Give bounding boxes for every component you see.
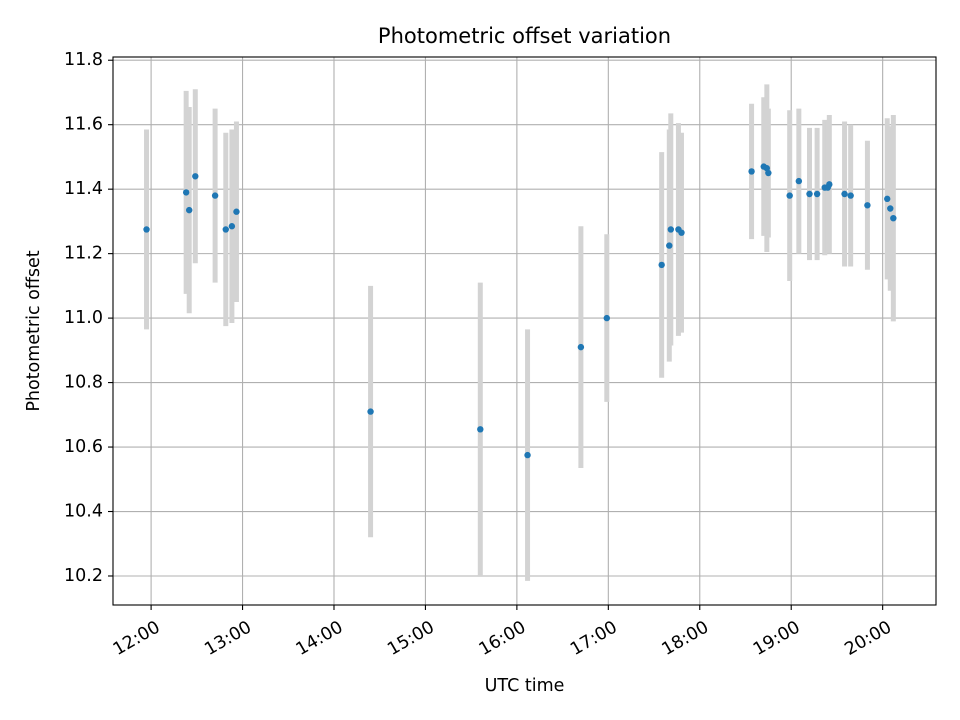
y-tick-label: 11.6: [64, 115, 103, 135]
data-point: [826, 181, 833, 188]
y-tick-label: 11.2: [64, 244, 103, 264]
data-point: [678, 229, 685, 236]
data-point: [367, 408, 374, 415]
y-axis-label: Photometric offset: [24, 250, 44, 411]
data-point: [748, 168, 755, 175]
data-point: [577, 343, 585, 351]
y-tick-label: 11.0: [64, 308, 103, 328]
y-tick-label: 11.8: [64, 50, 103, 70]
data-point: [211, 192, 219, 199]
data-point: [667, 226, 675, 233]
y-axis-ticks: 10.2 10.4 10.6 10.8 11.0 11.2 11.4 11.6 11.8: [64, 50, 113, 586]
y-tick-label: 11.4: [64, 179, 103, 199]
data-point: [813, 190, 821, 198]
data-point: [222, 226, 229, 233]
plot-frame: [112, 56, 937, 606]
data-point: [603, 314, 610, 322]
data-point: [658, 261, 665, 269]
data-point: [524, 451, 531, 459]
y-tick-label: 10.4: [64, 502, 103, 522]
data-point: [841, 190, 848, 198]
data-point: [864, 202, 871, 209]
data-point: [806, 190, 813, 198]
y-tick-label: 10.6: [64, 437, 103, 457]
data-point: [233, 208, 240, 215]
y-tick-label: 10.8: [64, 373, 103, 393]
chart-title: Photometric offset variation: [378, 24, 671, 48]
data-point: [143, 226, 150, 233]
data-point: [186, 206, 193, 214]
data-point: [887, 205, 894, 212]
x-axis-label: UTC time: [485, 676, 565, 696]
data-point: [765, 169, 772, 177]
data-point: [786, 192, 793, 199]
data-point: [228, 223, 236, 230]
data-point: [847, 192, 854, 199]
data-point: [477, 426, 484, 433]
data-point: [884, 195, 891, 203]
data-point: [182, 189, 190, 196]
y-tick-label: 10.2: [64, 566, 103, 586]
data-point: [666, 242, 673, 249]
data-point: [890, 214, 897, 222]
data-point: [192, 173, 199, 180]
data-points: [143, 163, 897, 459]
data-point: [795, 177, 803, 185]
data-point: [763, 165, 771, 172]
